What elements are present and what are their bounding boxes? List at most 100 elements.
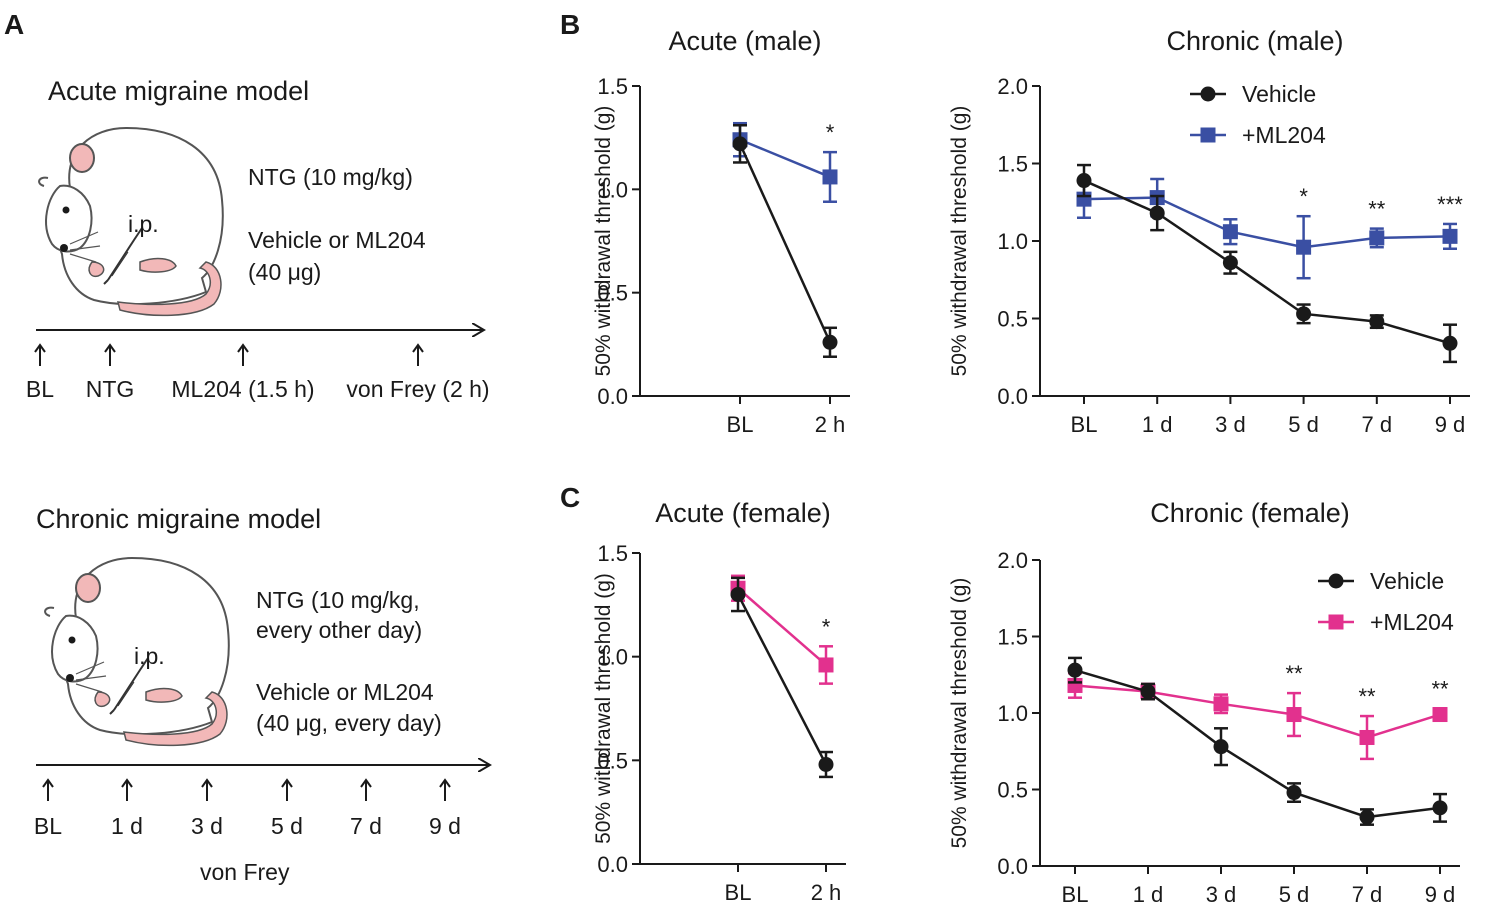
x-tick-label: 3 d [1206, 882, 1237, 906]
y-tick-label: 1.5 [597, 74, 628, 99]
chronic-injection-label: i.p. [134, 643, 165, 669]
chart-title: Chronic (male) [1166, 26, 1343, 56]
legend-marker [1200, 127, 1216, 143]
data-point [822, 169, 838, 185]
x-tick-label: BL [725, 880, 752, 905]
y-axis-label: 50% withdrawal threshold (g) [592, 106, 615, 377]
data-point [1296, 239, 1312, 255]
data-point [818, 756, 834, 772]
y-tick-label: 2.0 [997, 548, 1028, 573]
y-tick-label: 0.0 [597, 852, 628, 877]
series-line [1083, 179, 1451, 345]
chronic-timeline-arrowhead [42, 778, 54, 788]
series-line [736, 593, 828, 766]
acute-timeline-arrowhead [237, 343, 249, 353]
chronic-timeline-label: 5 d [271, 813, 303, 839]
x-tick-label: BL [1062, 882, 1089, 906]
acute-dose-amount: (40 μg) [248, 259, 321, 285]
panel-letter-c: C [560, 482, 580, 513]
legend-label: +ML204 [1242, 122, 1326, 148]
acute-timeline-label: von Frey (2 h) [346, 376, 489, 402]
data-point [1213, 739, 1229, 755]
legend-label: Vehicle [1370, 568, 1444, 594]
y-axis-label: 50% withdrawal threshold (g) [948, 106, 971, 377]
data-point [1359, 729, 1375, 745]
data-point [1369, 230, 1385, 246]
y-tick-label: 0.0 [597, 384, 628, 409]
y-tick-label: 0.5 [597, 281, 628, 306]
y-tick-label: 0.0 [997, 854, 1028, 879]
x-tick-label: 2 h [815, 412, 846, 437]
chronic-timeline-arrowhead [281, 778, 293, 788]
chart-acute-female: Acute (female) 50% withdrawal threshold (… [592, 498, 846, 905]
data-point [1369, 314, 1385, 330]
chart-acute-male: Acute (male) 50% withdrawal threshold (g)… [592, 26, 850, 437]
chronic-timeline-label: 3 d [191, 813, 223, 839]
data-point [1140, 684, 1156, 700]
data-point [1359, 809, 1375, 825]
data-point [822, 334, 838, 350]
chart-title: Chronic (female) [1150, 498, 1350, 528]
data-point [1067, 662, 1083, 678]
y-tick-label: 1.5 [597, 541, 628, 566]
data-point [730, 586, 746, 602]
data-point [1432, 800, 1448, 816]
chronic-timeline-footer: von Frey [200, 859, 290, 885]
x-tick-label: BL [1071, 412, 1098, 437]
series-line [1074, 684, 1441, 739]
chronic-mouse-icon [44, 556, 230, 747]
legend-marker [1200, 86, 1216, 102]
significance-marker: ** [1368, 197, 1386, 222]
acute-model-title: Acute migraine model [48, 76, 309, 106]
y-tick-label: 0.5 [997, 307, 1028, 332]
acute-injection-label: i.p. [128, 211, 159, 237]
legend-label: +ML204 [1370, 609, 1454, 635]
legend-label: Vehicle [1242, 81, 1316, 107]
data-point [1432, 707, 1448, 723]
significance-marker: ** [1285, 661, 1303, 686]
legend-marker [1328, 573, 1344, 589]
acute-timeline-arrowhead [34, 343, 46, 353]
y-tick-label: 0.0 [997, 384, 1028, 409]
data-point [1076, 173, 1092, 189]
y-axis-label: 50% withdrawal threshold (g) [948, 578, 971, 849]
y-tick-label: 1.0 [997, 229, 1028, 254]
chronic-timeline-arrowhead [121, 778, 133, 788]
series-line [737, 587, 827, 666]
significance-marker: *** [1437, 192, 1463, 217]
significance-marker: ** [1358, 684, 1376, 709]
series-line [738, 143, 832, 343]
chronic-timeline-label: 9 d [429, 813, 461, 839]
chronic-model-schematic: Chronic migraine model i.p. NTG (10 mg/k… [34, 504, 490, 885]
x-tick-label: 1 d [1133, 882, 1164, 906]
significance-marker: * [1299, 184, 1308, 209]
data-point [1222, 224, 1238, 240]
series-line [739, 138, 831, 179]
acute-timeline-label: NTG [86, 376, 135, 402]
x-tick-label: 7 d [1362, 412, 1393, 437]
legend-marker [1328, 614, 1344, 630]
acute-mouse-icon [38, 126, 224, 317]
significance-marker: * [822, 614, 831, 639]
data-point [1149, 205, 1165, 221]
data-point [818, 657, 834, 673]
y-tick-label: 1.0 [597, 645, 628, 670]
x-tick-label: 3 d [1215, 412, 1246, 437]
series-line [1083, 196, 1451, 249]
data-point [1286, 707, 1302, 723]
x-tick-label: 7 d [1352, 882, 1383, 906]
chronic-timeline-label: BL [34, 813, 62, 839]
chronic-model-title: Chronic migraine model [36, 504, 321, 534]
panel-letter-b: B [560, 9, 580, 40]
y-tick-label: 2.0 [997, 74, 1028, 99]
acute-timeline-label: BL [26, 376, 54, 402]
chart-title: Acute (female) [655, 498, 831, 528]
x-tick-label: 9 d [1435, 412, 1466, 437]
data-point [1213, 696, 1229, 712]
acute-dose-treatment: Vehicle or ML204 [248, 227, 426, 253]
significance-marker: * [826, 120, 835, 145]
chronic-timeline-arrowhead [201, 778, 213, 788]
chart-chronic-female: Chronic (female) 50% withdrawal threshold… [948, 498, 1460, 906]
data-point [1286, 785, 1302, 801]
